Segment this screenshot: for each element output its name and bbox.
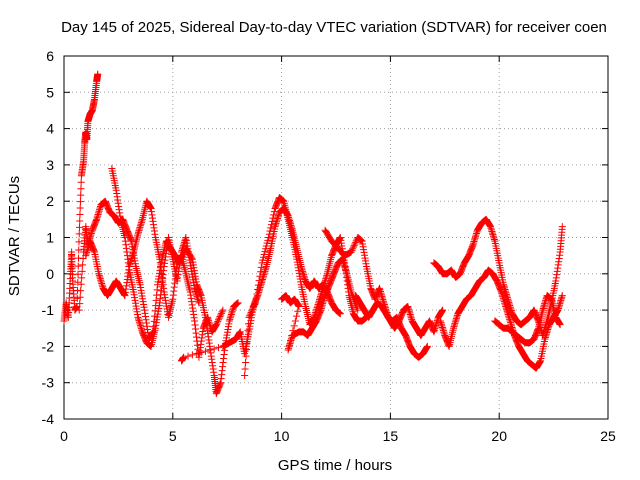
data-point (147, 204, 159, 238)
data-point (491, 237, 503, 264)
data-point (75, 254, 87, 314)
data-point (354, 306, 362, 314)
y-tick-label: 0 (46, 266, 54, 282)
data-point (556, 321, 564, 329)
y-tick-label: 1 (46, 230, 54, 246)
x-tick-label: 10 (274, 428, 290, 444)
data-point (362, 263, 374, 290)
data-point (552, 251, 564, 285)
data-point (251, 263, 265, 307)
trace-b (82, 197, 227, 361)
data-point (321, 226, 335, 244)
data-point (258, 236, 272, 267)
data-point (64, 275, 74, 321)
data-point (328, 237, 341, 252)
x-tick-label: 25 (600, 428, 616, 444)
data-point (219, 306, 227, 314)
data-point (68, 248, 77, 282)
grid (64, 56, 608, 419)
trace-g (321, 226, 431, 361)
data-point (77, 159, 87, 180)
data-point (90, 79, 100, 104)
y-tick-label: 4 (46, 121, 54, 137)
data-point (151, 234, 163, 261)
data-point (108, 165, 120, 192)
data-point (180, 344, 222, 361)
trace-c (108, 165, 203, 350)
x-axis-label: GPS time / hours (278, 457, 392, 474)
data-point (241, 320, 252, 379)
x-tick-label: 5 (169, 428, 177, 444)
data-point (212, 308, 226, 329)
y-tick-label: 2 (46, 193, 54, 209)
y-tick-label: -3 (42, 375, 55, 391)
chart-title: Day 145 of 2025, Sidereal Day-to-day VTE… (61, 19, 607, 36)
y-tick-label: 6 (46, 48, 54, 64)
data-point (217, 346, 229, 387)
data-point (537, 338, 548, 365)
data-point (234, 299, 242, 307)
data-point (195, 299, 203, 307)
y-axis-label: SDTVAR / TECUs (6, 176, 23, 296)
data-point (134, 217, 146, 238)
x-tick-label: 0 (60, 428, 68, 444)
y-tick-label: 3 (46, 157, 54, 173)
x-tick-label: 20 (491, 428, 507, 444)
data-point (265, 208, 278, 241)
trace-a (75, 197, 242, 398)
data-point (93, 71, 102, 85)
data-point (423, 342, 431, 350)
y-tick-label: -4 (42, 411, 55, 427)
trace-early-spike (60, 70, 102, 325)
y-tick-label: 5 (46, 84, 54, 100)
data-point (75, 178, 85, 238)
y-tick-label: -2 (42, 338, 55, 354)
data-point (288, 234, 300, 261)
data-point (558, 223, 566, 231)
data-point (83, 119, 92, 143)
data-point (439, 306, 447, 314)
data-point (245, 300, 259, 321)
data-point (121, 234, 133, 271)
data-point (558, 292, 566, 300)
trace-f (278, 255, 362, 354)
data-point (556, 225, 566, 256)
y-tick-label: -1 (42, 302, 55, 318)
data-point (90, 248, 102, 275)
x-tick-label: 15 (383, 428, 399, 444)
trace-h (352, 292, 447, 340)
data-point (94, 70, 102, 78)
trace-k (491, 292, 564, 347)
data-point (156, 267, 168, 307)
data-point (80, 141, 89, 165)
data-point (336, 310, 344, 318)
data-series (60, 70, 566, 398)
y-axis: -4 -3 -2 -1 0 1 2 3 4 5 6 (42, 48, 608, 427)
x-axis: 0 5 10 15 20 25 (60, 56, 616, 444)
